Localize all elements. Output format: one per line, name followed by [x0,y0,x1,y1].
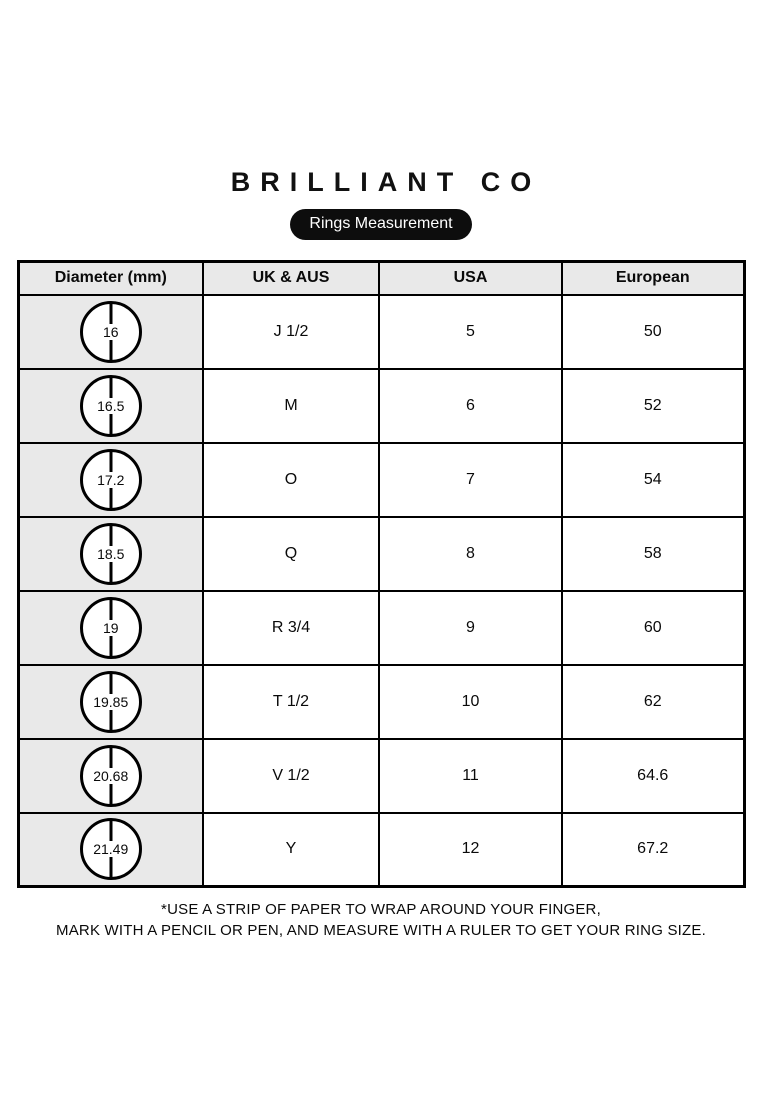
ring-size-table: Diameter (mm) UK & AUS USA European 16 J… [16,260,746,888]
diameter-value: 18.5 [95,545,127,562]
diameter-cell: 20.68 [17,737,204,814]
european-cell: 54 [561,441,745,518]
rings-measurement-badge: Rings Measurement [290,209,472,240]
uk-aus-cell: V 1/2 [202,737,380,814]
european-cell: 50 [561,293,745,370]
diameter-value: 20.68 [91,767,131,784]
european-cell: 52 [561,367,745,444]
diameter-value: 16 [100,323,121,340]
col-header-uk-aus: UK & AUS [202,260,380,296]
uk-aus-cell: R 3/4 [202,589,380,666]
usa-cell: 10 [378,663,563,740]
col-header-diameter: Diameter (mm) [17,260,204,296]
diameter-value: 19 [100,619,121,636]
usa-cell: 7 [378,441,563,518]
diameter-cell: 21.49 [17,811,204,888]
ring-diameter-icon: 19 [79,596,142,659]
diameter-value: 17.2 [95,471,127,488]
uk-aus-cell: T 1/2 [202,663,380,740]
uk-aus-cell: M [202,367,380,444]
usa-cell: 5 [378,293,563,370]
table-row: 16 J 1/2 5 50 [17,293,745,370]
table-row: 18.5 Q 8 58 [17,515,745,592]
footer-note: *USE A STRIP OF PAPER TO WRAP AROUND YOU… [0,899,762,941]
uk-aus-cell: Y [202,811,380,888]
diameter-cell: 18.5 [17,515,204,592]
diameter-cell: 16 [17,293,204,370]
european-cell: 62 [561,663,745,740]
ring-diameter-icon: 21.49 [79,818,142,881]
european-cell: 60 [561,589,745,666]
diameter-cell: 17.2 [17,441,204,518]
ring-diameter-icon: 18.5 [79,522,142,585]
ring-diameter-icon: 20.68 [79,744,142,807]
table-header-row: Diameter (mm) UK & AUS USA European [17,260,745,296]
ring-diameter-icon: 16.5 [79,374,142,437]
ring-diameter-icon: 16 [79,300,142,363]
diameter-value: 21.49 [91,841,131,858]
ring-diameter-icon: 17.2 [79,448,142,511]
ring-diameter-icon: 19.85 [79,670,142,733]
european-cell: 64.6 [561,737,745,814]
footer-line-1: *USE A STRIP OF PAPER TO WRAP AROUND YOU… [161,901,601,918]
uk-aus-cell: O [202,441,380,518]
european-cell: 67.2 [561,811,745,888]
table-row: 19 R 3/4 9 60 [17,589,745,666]
badge-container: Rings Measurement [0,209,762,240]
uk-aus-cell: Q [202,515,380,592]
european-cell: 58 [561,515,745,592]
diameter-value: 19.85 [91,693,131,710]
table-row: 20.68 V 1/2 11 64.6 [17,737,745,814]
footer-line-2: MARK WITH A PENCIL OR PEN, AND MEASURE W… [56,922,706,939]
table-row: 16.5 M 6 52 [17,367,745,444]
diameter-cell: 16.5 [17,367,204,444]
table-row: 17.2 O 7 54 [17,441,745,518]
col-header-usa: USA [378,260,563,296]
usa-cell: 9 [378,589,563,666]
usa-cell: 12 [378,811,563,888]
usa-cell: 8 [378,515,563,592]
diameter-value: 16.5 [95,397,127,414]
brand-logo: BRILLIANT CO [230,167,542,197]
table-row: 19.85 T 1/2 10 62 [17,663,745,740]
table-row: 21.49 Y 12 67.2 [17,811,745,888]
diameter-cell: 19 [17,589,204,666]
uk-aus-cell: J 1/2 [202,293,380,370]
usa-cell: 6 [378,367,563,444]
diameter-cell: 19.85 [17,663,204,740]
usa-cell: 11 [378,737,563,814]
col-header-european: European [561,260,745,296]
